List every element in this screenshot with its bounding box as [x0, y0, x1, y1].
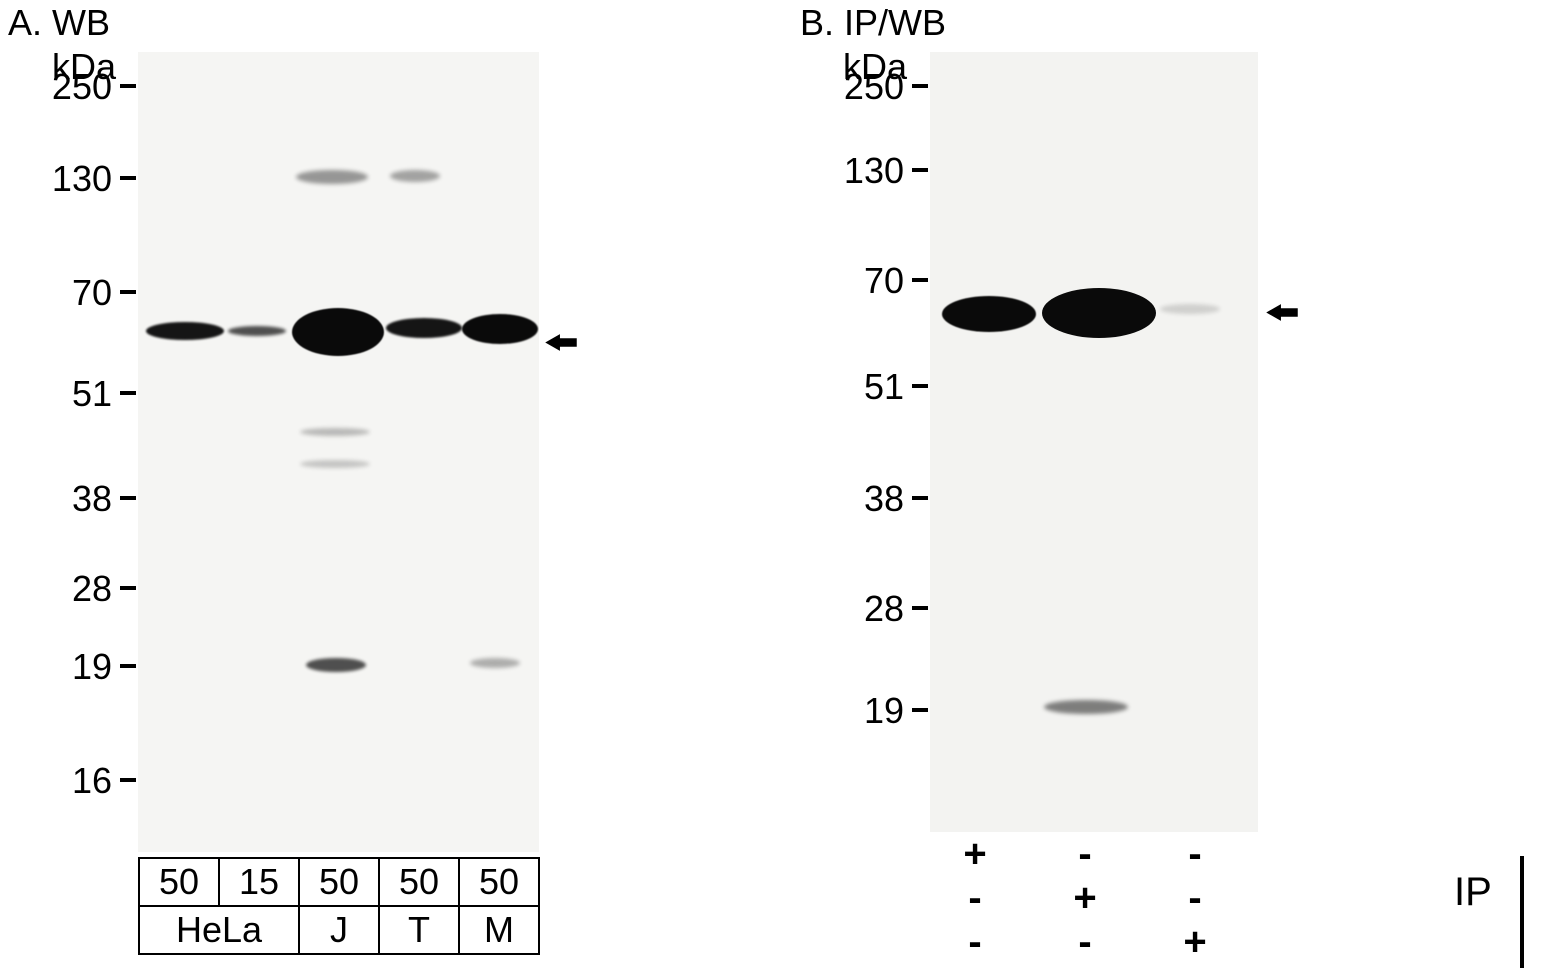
band [942, 296, 1036, 332]
mw-tick [120, 176, 136, 180]
mw-label: 16 [42, 760, 112, 802]
mw-label: 28 [834, 588, 904, 630]
band [306, 658, 366, 672]
band [146, 322, 224, 340]
panel-a-title: A. WB [8, 2, 110, 44]
ip-sign: - [961, 876, 989, 921]
panel-a-blot [138, 52, 539, 852]
mw-label: 51 [834, 366, 904, 408]
ip-sign: - [1181, 876, 1209, 921]
band [292, 308, 384, 356]
panel-b-blot [930, 52, 1258, 832]
band [1044, 700, 1128, 714]
ip-sign: + [961, 832, 989, 877]
mw-label: 51 [42, 373, 112, 415]
mw-tick [120, 496, 136, 500]
mw-tick [912, 606, 928, 610]
mw-tick [120, 391, 136, 395]
mw-label: 38 [42, 478, 112, 520]
band [390, 170, 440, 182]
mw-tick [120, 664, 136, 668]
mw-tick [120, 586, 136, 590]
mw-label: 70 [834, 260, 904, 302]
lane-sample-cell: M [459, 906, 539, 954]
mw-tick [912, 708, 928, 712]
band [386, 318, 462, 338]
mw-label: 130 [42, 158, 112, 200]
ip-bracket [1520, 856, 1524, 968]
ip-label: IP [1454, 870, 1492, 915]
mw-tick [912, 168, 928, 172]
mw-tick [120, 778, 136, 782]
lane-load-cell: 50 [379, 858, 459, 906]
lane-load-cell: 50 [459, 858, 539, 906]
ip-sign: + [1071, 876, 1099, 921]
band [228, 326, 286, 336]
mw-label: 130 [834, 150, 904, 192]
lane-load-cell: 50 [299, 858, 379, 906]
mw-tick [912, 496, 928, 500]
mw-label: 250 [42, 66, 112, 108]
mw-label: 19 [42, 646, 112, 688]
ip-sign: + [1181, 920, 1209, 965]
mw-tick [120, 84, 136, 88]
band [462, 314, 538, 344]
ip-sign: - [1181, 832, 1209, 877]
mw-label: 250 [834, 66, 904, 108]
mw-label: 38 [834, 478, 904, 520]
ip-sign: - [961, 920, 989, 965]
band [1160, 304, 1220, 314]
lane-sample-cell: HeLa [139, 906, 299, 954]
mw-tick [120, 290, 136, 294]
band [296, 170, 368, 184]
mw-label: 19 [834, 690, 904, 732]
mw-tick [912, 384, 928, 388]
lane-sample-cell: T [379, 906, 459, 954]
ip-sign: - [1071, 920, 1099, 965]
panel-a-arrow-icon [543, 332, 579, 353]
band [1042, 288, 1156, 338]
panel-a-lane-table: 5015505050HeLaJTM [138, 857, 540, 955]
lane-load-cell: 50 [139, 858, 219, 906]
panel-b-arrow-icon [1264, 302, 1300, 323]
mw-tick [912, 278, 928, 282]
ip-sign: - [1071, 832, 1099, 877]
band [470, 658, 520, 668]
mw-tick [912, 84, 928, 88]
mw-label: 28 [42, 568, 112, 610]
panel-b-title: B. IP/WB [800, 2, 946, 44]
mw-label: 70 [42, 272, 112, 314]
band [300, 428, 370, 436]
band [300, 460, 370, 468]
lane-sample-cell: J [299, 906, 379, 954]
lane-load-cell: 15 [219, 858, 299, 906]
